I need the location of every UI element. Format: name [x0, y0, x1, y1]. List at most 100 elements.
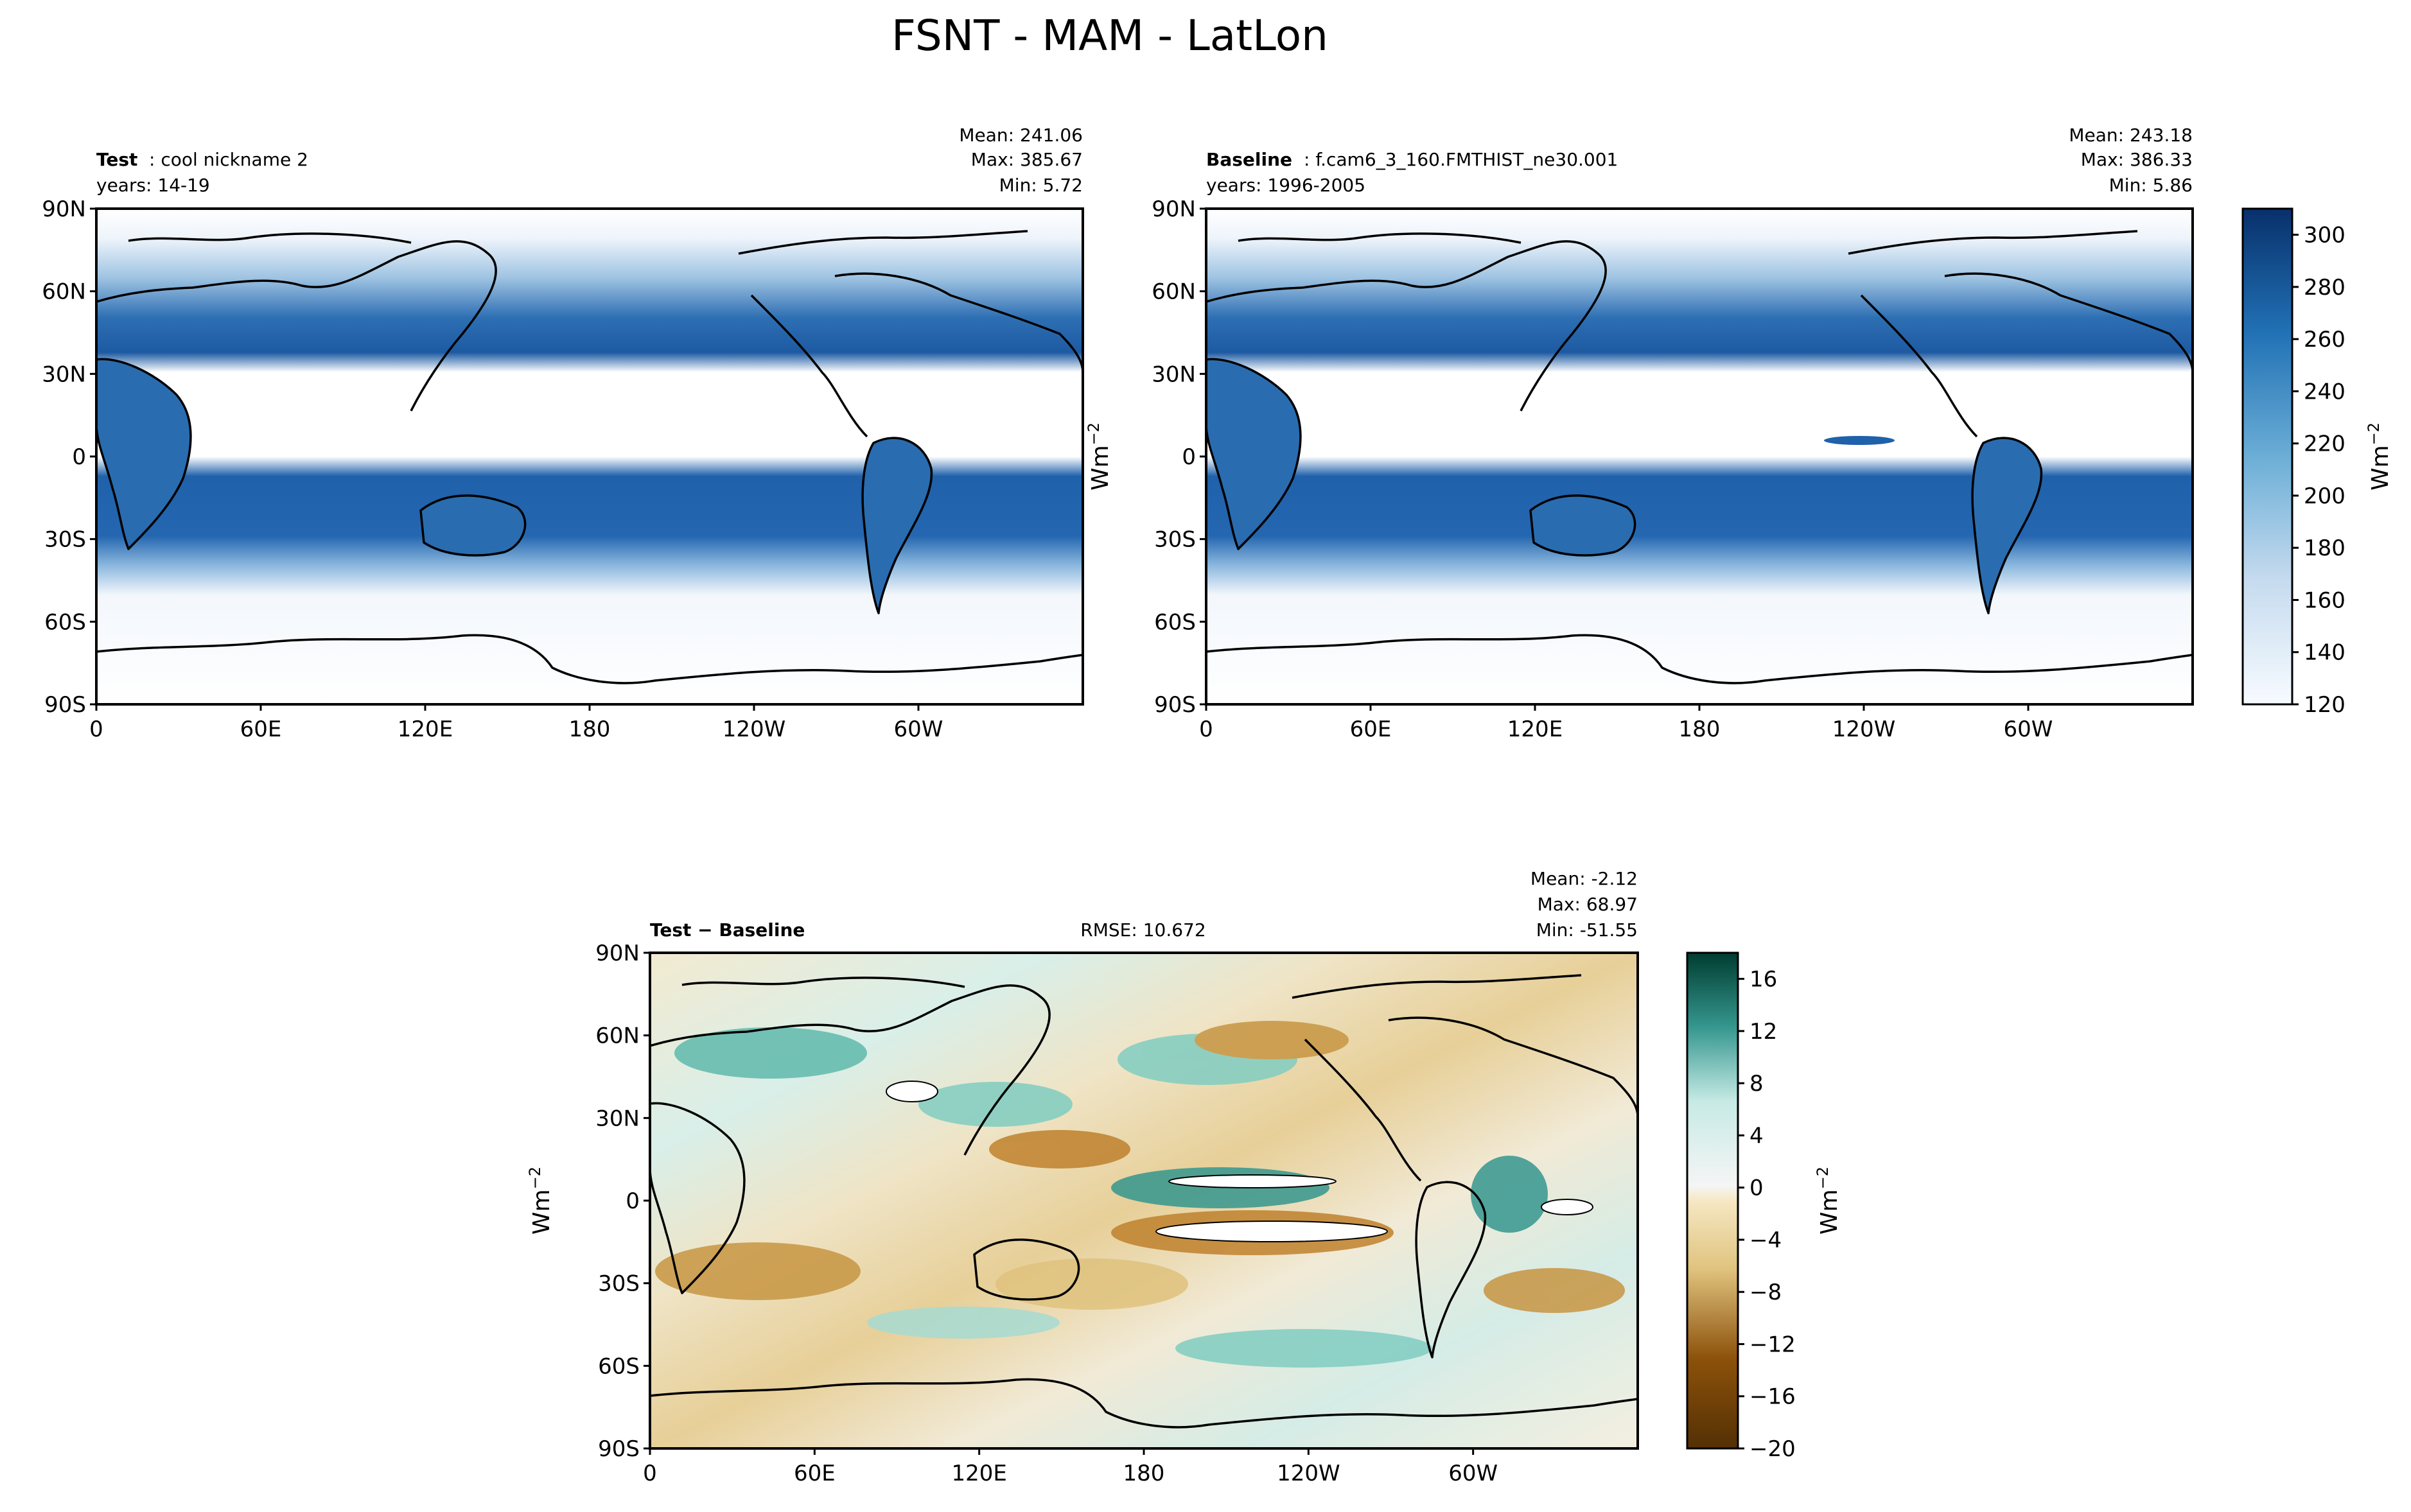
diff-masked-area [1155, 1221, 1388, 1242]
diff-eurasia-coast [649, 984, 1051, 1156]
x-tick-label: 120E [398, 717, 453, 742]
diff-rmse: RMSE: 10.672 [1080, 919, 1206, 941]
y-tick-label: 90S [1154, 692, 1196, 718]
colorbar-tick-label: 180 [2304, 535, 2345, 561]
colorbar-tick-label: −16 [1749, 1384, 1796, 1410]
y-tick-label: 90N [42, 196, 86, 222]
y-tick-label: 30N [1152, 361, 1196, 387]
diff-antarctica [649, 1378, 1638, 1429]
x-tick-label: 120W [723, 717, 786, 742]
colorbar-tick-label: 8 [1749, 1071, 1764, 1097]
test-antarctica [96, 634, 1083, 684]
panel-baseline: Baseline : f.cam6_3_160.FMTHIST_ne30.001… [1085, 125, 2394, 742]
baseline-africa [1205, 358, 1302, 550]
diff-brown-blob [989, 1130, 1130, 1169]
diff-teal-blob [867, 1307, 1060, 1339]
y-tick-label: 60S [44, 609, 86, 635]
panel-test: Test : cool nickname 2 years: 14-19 Mean… [42, 125, 1084, 742]
baseline-colorbar: 120 140 160 180 200 220 240 260 280 300 Wm−2 [2241, 207, 2394, 718]
test-eurasia-coast [96, 240, 497, 412]
diff-min: Min: -51.55 [1536, 919, 1638, 941]
x-tick-label: 60E [240, 717, 282, 742]
x-tick-label: 120W [1832, 717, 1896, 742]
test-map [95, 207, 1084, 706]
diff-colorbar-label: Wm−2 [1814, 1167, 1843, 1235]
colorbar-tick-label: 16 [1749, 967, 1777, 993]
colorbar-tick-label: 4 [1749, 1123, 1764, 1149]
y-tick-label: 60S [598, 1353, 640, 1379]
baseline-antarctica [1206, 634, 2193, 684]
colorbar-tick-label: 300 [2304, 223, 2345, 248]
diff-masked-area [1168, 1174, 1337, 1188]
baseline-min: Min: 5.86 [2109, 175, 2193, 196]
diff-africa [649, 1102, 746, 1294]
diff-side-unit: Wm−2 [526, 1167, 555, 1235]
diff-brown-blob [1484, 1268, 1625, 1313]
colorbar-tick-label: 120 [2304, 692, 2345, 718]
test-years: years: 14-19 [96, 175, 210, 196]
colorbar-tick-label: −12 [1749, 1332, 1796, 1357]
baseline-colorbar-fill [2241, 207, 2293, 706]
test-label-rest: : cool nickname 2 [149, 149, 308, 170]
x-tick-label: 60W [2004, 717, 2053, 742]
test-africa [95, 358, 192, 550]
x-tick-label: 60W [1448, 1461, 1498, 1486]
diff-masked-area [1541, 1199, 1593, 1215]
colorbar-tick-label: 220 [2304, 431, 2345, 457]
x-tick-label: 180 [1679, 717, 1721, 742]
diff-south-america [1415, 1181, 1487, 1359]
figure-title: FSNT - MAM - LatLon [891, 11, 1328, 60]
x-tick-label: 0 [1199, 717, 1213, 742]
x-tick-label: 180 [1123, 1461, 1165, 1486]
x-tick-label: 120E [951, 1461, 1006, 1486]
y-tick-label: 60N [595, 1023, 640, 1049]
y-tick-label: 30S [44, 527, 86, 553]
colorbar-tick-label: 280 [2304, 275, 2345, 300]
baseline-field [1206, 209, 2193, 704]
test-south-america [861, 437, 933, 614]
diff-teal-blob [1175, 1329, 1432, 1368]
y-tick-label: 60S [1154, 609, 1196, 635]
y-tick-label: 90S [598, 1436, 640, 1462]
x-tick-label: 0 [89, 717, 103, 742]
test-min: Min: 5.72 [999, 175, 1083, 196]
baseline-colorbar-ticks: 120 140 160 180 200 220 240 260 280 300 [2292, 223, 2345, 718]
y-tick-label: 60N [42, 279, 86, 305]
test-australia [419, 494, 527, 557]
x-tick-label: 60E [1350, 717, 1392, 742]
diff-masked-area [886, 1081, 938, 1102]
diff-australia [973, 1238, 1080, 1301]
y-tick-label: 30N [42, 361, 86, 387]
baseline-north-america-coast [1860, 272, 2194, 438]
colorbar-tick-label: 200 [2304, 483, 2345, 509]
y-tick-label: 30N [595, 1106, 640, 1131]
test-north-america-coast [750, 272, 1084, 438]
y-tick-label: 30S [598, 1271, 640, 1297]
diff-brown-blob [1195, 1021, 1349, 1059]
baseline-years: years: 1996-2005 [1206, 175, 1365, 196]
y-tick-label: 0 [1182, 444, 1196, 470]
diff-mean: Mean: -2.12 [1530, 868, 1638, 889]
baseline-label-bold: Baseline [1206, 149, 1292, 170]
y-tick-label: 0 [72, 444, 86, 470]
diff-max: Max: 68.97 [1538, 894, 1638, 915]
colorbar-tick-label: 240 [2304, 379, 2345, 404]
y-tick-label: 90N [595, 941, 640, 966]
baseline-max: Max: 386.33 [2081, 149, 2193, 170]
panel-diff: Test − Baseline RMSE: 10.672 Mean: -2.12… [526, 868, 1843, 1486]
diff-arctic-coast [681, 974, 1582, 999]
baseline-arctic-coast [1238, 230, 2138, 255]
colorbar-tick-label: 140 [2304, 640, 2345, 666]
x-tick-label: 60W [894, 717, 943, 742]
baseline-side-unit: Wm−2 [1085, 422, 1114, 491]
colorbar-tick-label: −4 [1749, 1228, 1782, 1253]
colorbar-tick-label: 12 [1749, 1019, 1777, 1045]
test-field [96, 209, 1083, 704]
x-tick-label: 120E [1507, 717, 1563, 742]
colorbar-tick-label: −20 [1749, 1436, 1796, 1462]
baseline-pacific-patch [1824, 436, 1895, 445]
colorbar-tick-label: 0 [1749, 1176, 1764, 1201]
x-tick-label: 120W [1277, 1461, 1340, 1486]
